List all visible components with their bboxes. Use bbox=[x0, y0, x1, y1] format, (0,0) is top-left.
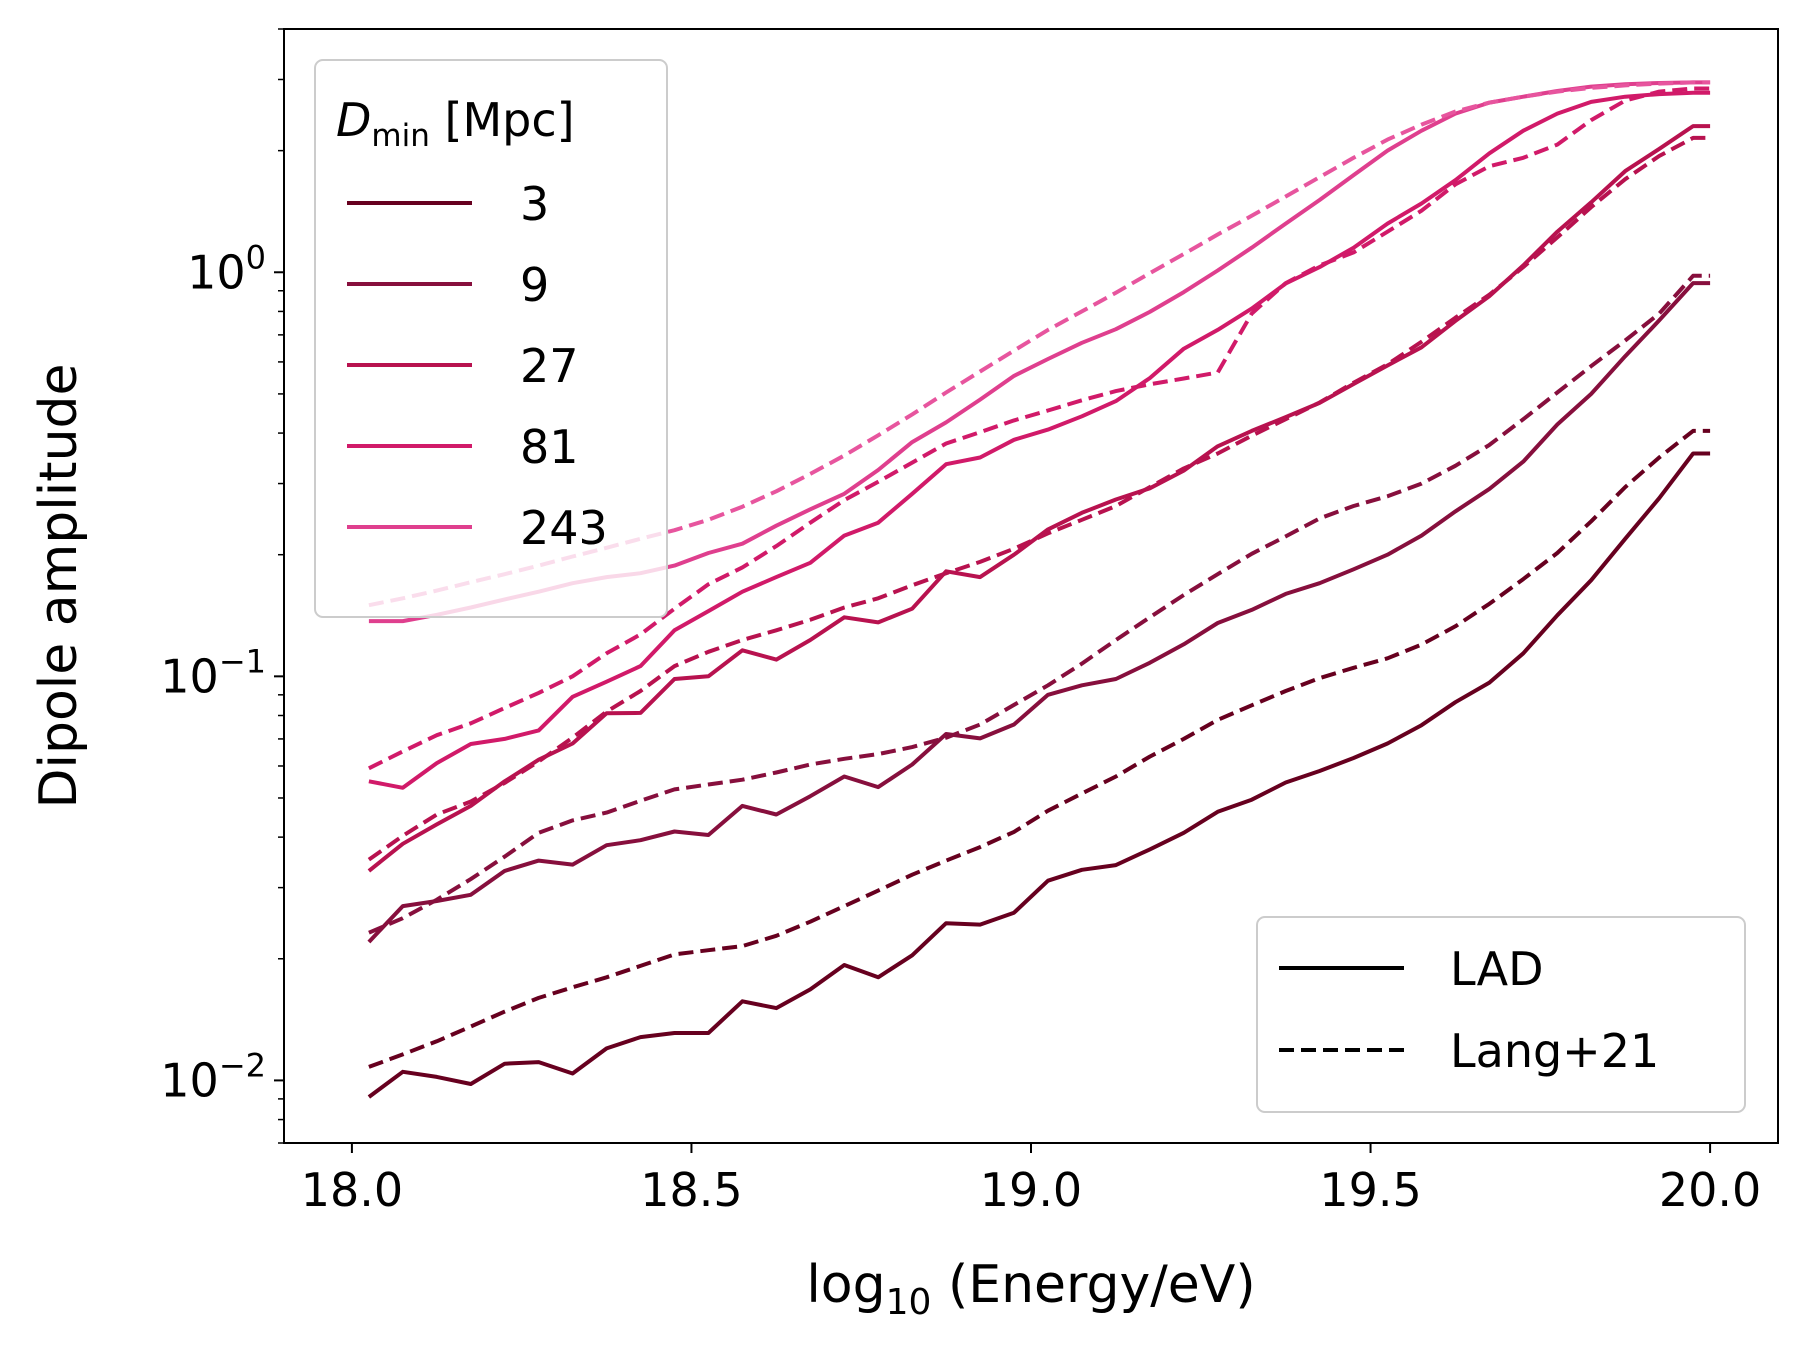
axis-ticks: 18.0 18.5 19.0 19.5 20.0 10−2 10−1 100 bbox=[160, 28, 1761, 1217]
x-tick-label: 18.5 bbox=[640, 1163, 742, 1217]
style-legend-frame bbox=[1256, 916, 1746, 1113]
legend-label-27: 27 bbox=[520, 339, 579, 393]
series-line-81-solid bbox=[368, 90, 1711, 790]
style-legend: LAD Lang+21 bbox=[1256, 916, 1746, 1113]
y-axis-label: Dipole amplitude bbox=[29, 363, 89, 808]
x-tick-label: 18.0 bbox=[301, 1163, 403, 1217]
series-line-81-dashed bbox=[368, 86, 1711, 771]
x-tick-label: 19.0 bbox=[980, 1163, 1082, 1217]
series-line-27-dashed bbox=[367, 135, 1711, 862]
legend-label-3: 3 bbox=[520, 177, 549, 231]
legend-label-9: 9 bbox=[520, 258, 549, 312]
color-legend-frame bbox=[314, 59, 668, 618]
series-line-3-solid bbox=[367, 451, 1711, 1099]
x-tick-label: 20.0 bbox=[1659, 1163, 1761, 1217]
series-line-9-solid bbox=[367, 281, 1711, 944]
x-axis-label: log10 (Energy/eV) bbox=[806, 1255, 1255, 1323]
legend-lad-label: LAD bbox=[1450, 942, 1544, 996]
legend-label-81: 81 bbox=[520, 420, 579, 474]
y-tick-label: 10−2 bbox=[160, 1046, 266, 1107]
color-legend-entries: 3 9 27 81 243 bbox=[347, 177, 608, 555]
x-tick-label: 19.5 bbox=[1319, 1163, 1421, 1217]
color-legend: Dmin [Mpc] 3 9 27 81 243 bbox=[314, 59, 668, 618]
series-line-9-dashed bbox=[368, 273, 1711, 935]
legend-lang-label: Lang+21 bbox=[1450, 1024, 1659, 1078]
y-tick-label: 100 bbox=[187, 238, 266, 299]
series-line-3-dashed bbox=[368, 428, 1711, 1069]
y-tick-label: 10−1 bbox=[160, 642, 266, 703]
color-legend-title: Dmin [Mpc] bbox=[336, 93, 575, 154]
legend-label-243: 243 bbox=[520, 501, 608, 555]
